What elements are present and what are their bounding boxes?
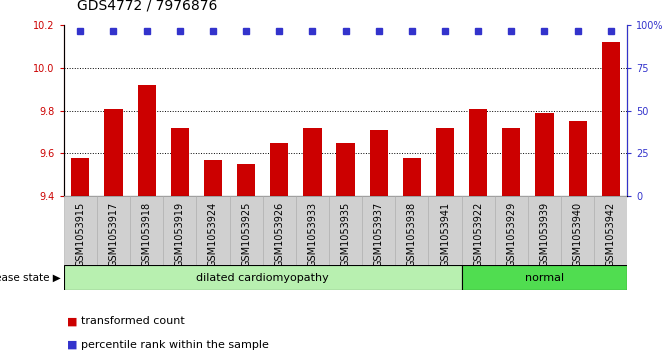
Bar xyxy=(528,196,561,265)
Text: dilated cardiomyopathy: dilated cardiomyopathy xyxy=(197,273,329,283)
Bar xyxy=(595,25,627,196)
Bar xyxy=(130,196,163,265)
Bar xyxy=(362,196,395,265)
Text: GSM1053925: GSM1053925 xyxy=(241,201,251,267)
Bar xyxy=(170,128,189,196)
Text: GSM1053917: GSM1053917 xyxy=(109,201,119,267)
Bar xyxy=(462,25,495,196)
Bar xyxy=(561,196,595,265)
Bar xyxy=(462,265,627,290)
Bar xyxy=(197,25,229,196)
Text: GSM1053942: GSM1053942 xyxy=(606,201,616,267)
Bar xyxy=(403,158,421,196)
Text: GSM1053919: GSM1053919 xyxy=(174,201,185,267)
Text: GSM1053915: GSM1053915 xyxy=(75,201,85,267)
Text: normal: normal xyxy=(525,273,564,283)
Bar xyxy=(362,25,395,196)
Bar xyxy=(163,25,197,196)
Text: GSM1053935: GSM1053935 xyxy=(341,201,350,267)
Bar xyxy=(237,164,255,196)
Bar xyxy=(502,128,521,196)
Text: GSM1053922: GSM1053922 xyxy=(473,201,483,267)
Bar xyxy=(429,196,462,265)
Bar xyxy=(296,196,329,265)
Text: GSM1053933: GSM1053933 xyxy=(307,201,317,267)
Bar xyxy=(561,25,595,196)
Bar xyxy=(370,130,388,196)
Bar xyxy=(204,160,222,196)
Bar xyxy=(329,25,362,196)
Text: GSM1053924: GSM1053924 xyxy=(208,201,218,267)
Text: transformed count: transformed count xyxy=(81,316,185,326)
Bar xyxy=(395,196,429,265)
Bar xyxy=(336,143,355,196)
Bar xyxy=(130,25,163,196)
Bar xyxy=(64,265,462,290)
Bar xyxy=(197,196,229,265)
Bar xyxy=(229,25,262,196)
Text: percentile rank within the sample: percentile rank within the sample xyxy=(81,340,268,350)
Text: GSM1053918: GSM1053918 xyxy=(142,201,152,267)
Text: GDS4772 / 7976876: GDS4772 / 7976876 xyxy=(77,0,217,13)
Bar xyxy=(568,121,586,196)
Bar xyxy=(71,158,89,196)
Bar xyxy=(602,42,620,196)
Bar xyxy=(495,196,528,265)
Bar xyxy=(462,196,495,265)
Text: GSM1053938: GSM1053938 xyxy=(407,201,417,267)
Bar xyxy=(495,25,528,196)
Text: GSM1053929: GSM1053929 xyxy=(507,201,517,267)
Bar xyxy=(303,128,321,196)
Bar xyxy=(329,196,362,265)
Bar xyxy=(429,25,462,196)
Bar xyxy=(528,25,561,196)
Bar xyxy=(138,85,156,196)
Text: GSM1053939: GSM1053939 xyxy=(539,201,550,267)
Bar xyxy=(97,196,130,265)
Bar xyxy=(469,109,487,196)
Text: disease state ▶: disease state ▶ xyxy=(0,273,60,283)
Bar xyxy=(64,196,97,265)
Bar xyxy=(436,128,454,196)
Bar xyxy=(535,113,554,196)
Bar xyxy=(395,25,429,196)
Bar xyxy=(105,109,123,196)
Text: GSM1053941: GSM1053941 xyxy=(440,201,450,267)
Bar xyxy=(262,25,296,196)
Bar xyxy=(270,143,289,196)
Bar xyxy=(163,196,197,265)
Bar xyxy=(296,25,329,196)
Text: GSM1053926: GSM1053926 xyxy=(274,201,285,267)
Bar xyxy=(97,25,130,196)
Bar xyxy=(262,196,296,265)
Text: GSM1053937: GSM1053937 xyxy=(374,201,384,267)
Text: ■: ■ xyxy=(67,340,78,350)
Bar xyxy=(64,25,97,196)
Bar xyxy=(595,196,627,265)
Text: GSM1053940: GSM1053940 xyxy=(572,201,582,267)
Text: ■: ■ xyxy=(67,316,78,326)
Bar xyxy=(229,196,262,265)
